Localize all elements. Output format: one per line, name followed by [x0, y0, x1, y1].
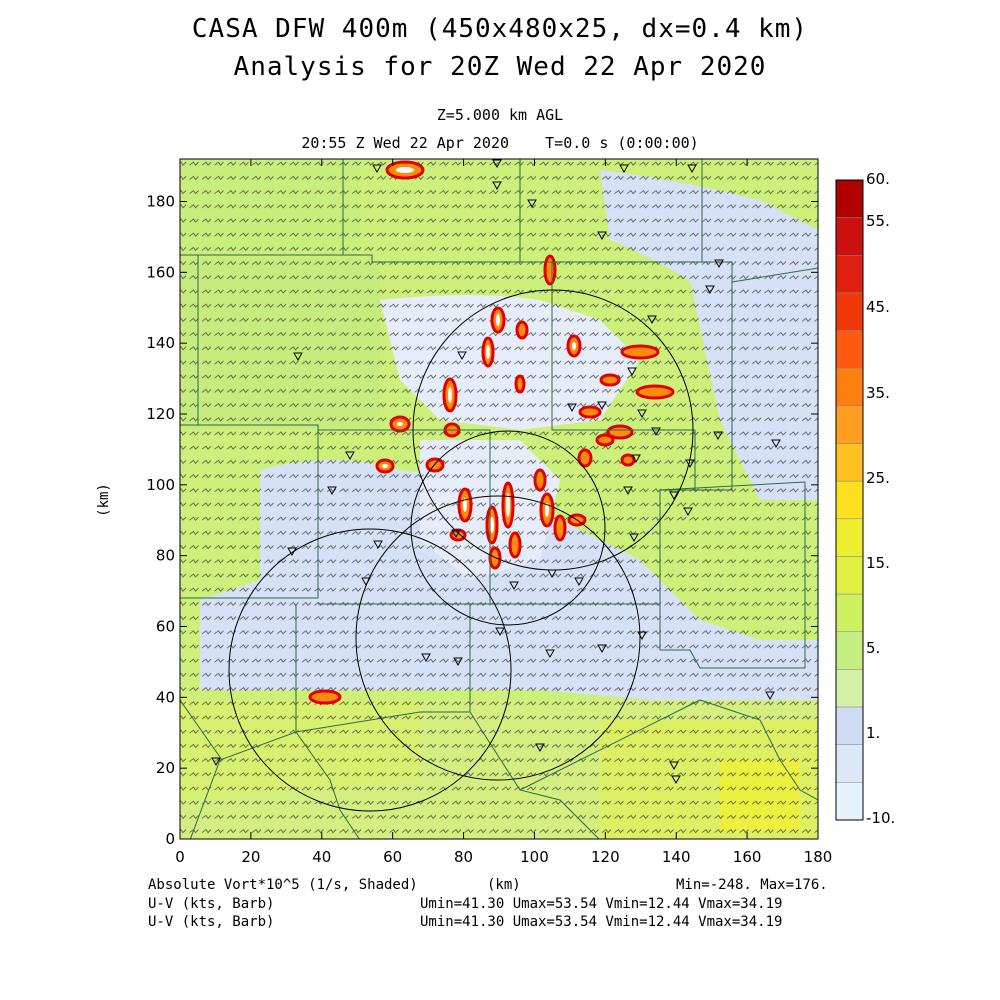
colorbar-swatch — [835, 405, 864, 444]
colorbar-swatch — [835, 179, 864, 218]
x-axis: 0 20 40 60 80 100 120 140 160 180 — [175, 159, 832, 866]
title-line-2: Analysis for 20Z Wed 22 Apr 2020 — [233, 52, 767, 82]
y-tick-label: 60 — [156, 618, 175, 636]
colorbar-label: 60. — [866, 170, 890, 188]
y-tick-label: 180 — [146, 193, 175, 211]
radar-range-rings — [228, 289, 694, 812]
colorbar-label: 15. — [866, 554, 890, 572]
colorbar-label: 25. — [866, 469, 890, 487]
x-tick-label: 120 — [591, 848, 620, 866]
y-axis: 0 20 40 60 80 100 120 140 160 180 — [146, 193, 818, 848]
colorbar-swatch — [835, 782, 864, 821]
colorbar-swatch — [835, 744, 864, 783]
x-tick-label: 60 — [383, 848, 402, 866]
y-tick-label: 0 — [165, 830, 175, 848]
colorbar-swatch — [835, 706, 864, 745]
colorbar-swatch — [835, 518, 864, 557]
colorbar-swatch — [835, 443, 864, 482]
x-tick-label: 160 — [733, 848, 762, 866]
colorbar-swatch — [835, 556, 864, 595]
colorbar-swatch — [835, 631, 864, 670]
colorbar-swatch — [835, 330, 864, 369]
x-tick-label: 20 — [241, 848, 260, 866]
x-tick-label: 80 — [454, 848, 473, 866]
colorbar-label: 35. — [866, 384, 890, 402]
colorbar-swatch — [835, 367, 864, 407]
wind-barb-label-1: U-V (kts, Barb) — [148, 896, 275, 912]
plot-frame — [179, 158, 819, 840]
y-tick-label: 120 — [146, 405, 175, 423]
x-tick-label: 100 — [520, 848, 549, 866]
colorbar-label: 5. — [866, 639, 880, 657]
vorticity-maxima — [308, 160, 675, 705]
field-label: Absolute Vort*10^5 (1/s, Shaded) — [148, 877, 418, 893]
x-tick-label: 140 — [662, 848, 691, 866]
y-tick-label: 80 — [156, 547, 175, 565]
title-line-1: CASA DFW 400m (450x480x25, dx=0.4 km) — [191, 14, 809, 44]
valid-time-label: 20:55 Z Wed 22 Apr 2020 T=0.0 s (0:00:00… — [301, 134, 699, 152]
vorticity-field — [180, 159, 818, 839]
y-tick-label: 40 — [156, 688, 175, 706]
x-tick-label: 0 — [175, 848, 185, 866]
colorbar-labels: 60. 55. 45. 35. 25. 15. 5. 1. -10. — [866, 170, 895, 827]
colorbar-label: -10. — [866, 809, 895, 827]
x-tick-label: 180 — [804, 848, 833, 866]
x-unit-label: (km) — [487, 877, 521, 893]
y-tick-label: 160 — [146, 263, 175, 281]
colorbar-swatch — [835, 480, 864, 520]
colorbar-label: 1. — [866, 724, 880, 742]
x-tick-label: 40 — [312, 848, 331, 866]
wind-stats-2: Umin=41.30 Umax=53.54 Vmin=12.44 Vmax=34… — [420, 914, 783, 930]
y-axis-label: (km) — [96, 483, 112, 517]
colorbar-label: 45. — [866, 298, 890, 316]
colorbar-swatch — [835, 255, 864, 294]
y-tick-label: 20 — [156, 759, 175, 777]
wind-barb-label-2: U-V (kts, Barb) — [148, 914, 275, 930]
colorbar-swatch — [835, 669, 864, 708]
colorbar-swatch — [835, 292, 864, 331]
wind-stats-1: Umin=41.30 Umax=53.54 Vmin=12.44 Vmax=34… — [420, 896, 783, 912]
y-tick-label: 100 — [146, 476, 175, 494]
station-markers — [211, 159, 781, 785]
colorbar-label: 55. — [866, 212, 890, 230]
min-max-label: Min=-248. Max=176. — [676, 877, 828, 893]
colorbar-swatch — [835, 217, 864, 256]
level-label: Z=5.000 km AGL — [436, 106, 564, 124]
colorbar-swatch — [835, 593, 864, 633]
colorbar — [835, 179, 864, 821]
y-tick-label: 140 — [146, 334, 175, 352]
